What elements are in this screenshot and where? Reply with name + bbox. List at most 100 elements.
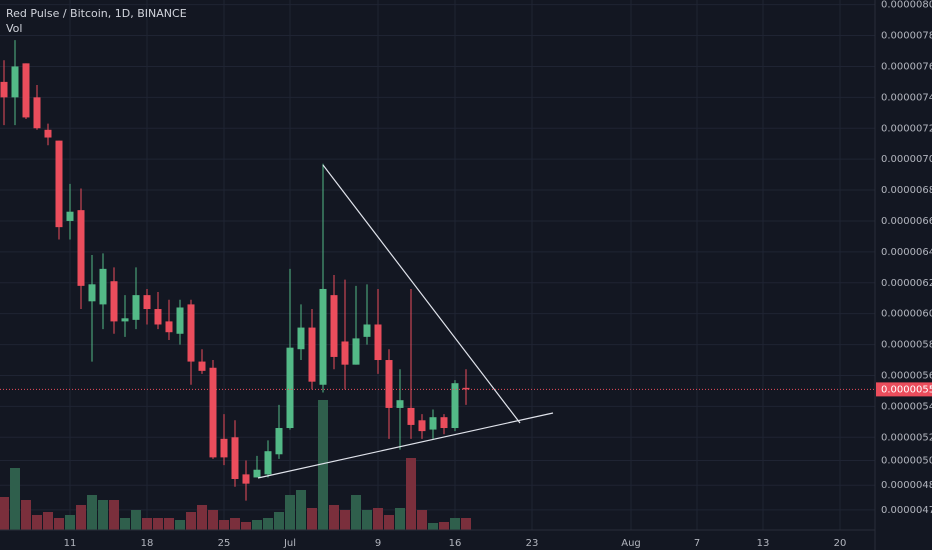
volume-bar	[263, 518, 273, 530]
candle-body	[264, 451, 272, 475]
trendline-support	[257, 412, 554, 479]
y-tick-label: 0.00000489	[881, 480, 932, 491]
volume-bar	[274, 512, 284, 530]
volume-bar	[32, 515, 42, 530]
volume-bar	[21, 500, 31, 530]
candle-body	[143, 295, 151, 310]
candle-body	[66, 211, 74, 221]
volume-bar	[296, 490, 306, 530]
symbol-title: Red Pulse / Bitcoin, 1D, BINANCE	[6, 7, 187, 20]
candle-body	[297, 327, 305, 350]
candles	[0, 40, 470, 501]
candle-body	[198, 361, 206, 371]
volume-bar	[0, 497, 9, 530]
candle-body	[220, 438, 228, 458]
candle-body	[253, 469, 261, 478]
volume-bar	[351, 495, 361, 530]
candle-body	[363, 324, 371, 337]
last-price-label: 0.00000551	[881, 384, 932, 395]
volume-pane	[0, 400, 471, 530]
volume-bar	[186, 512, 196, 530]
volume-bar	[43, 512, 53, 530]
volume-bar	[362, 510, 372, 530]
candle-body	[407, 407, 415, 425]
candle-body	[77, 210, 85, 286]
volume-bar	[65, 515, 75, 530]
candle-body	[22, 63, 30, 118]
volume-bar	[318, 400, 328, 530]
volume-bar	[109, 500, 119, 530]
volume-bar	[384, 515, 394, 530]
candle-body	[0, 81, 8, 98]
candle-body	[132, 295, 140, 320]
candle-body	[209, 367, 217, 458]
volume-bar	[417, 510, 427, 530]
volume-bar	[164, 518, 174, 530]
candle-body	[99, 268, 107, 305]
candle-body	[462, 387, 470, 390]
last-price-badge	[876, 382, 932, 397]
candle-body	[308, 327, 316, 382]
candle-body	[341, 341, 349, 365]
candle-body	[110, 281, 118, 322]
volume-bar	[340, 510, 350, 530]
candle-body	[154, 309, 162, 325]
volume-bar	[175, 520, 185, 530]
x-tick-label: 7	[694, 538, 700, 549]
candle-body	[165, 321, 173, 333]
x-tick-label: 9	[375, 538, 381, 549]
candle-body	[275, 428, 283, 455]
candle-body	[88, 284, 96, 302]
x-tick-label: 23	[526, 538, 539, 549]
candle-body	[451, 383, 459, 429]
volume-bar	[450, 518, 460, 530]
volume-bar	[329, 505, 339, 530]
volume-bar	[120, 518, 130, 530]
volume-bar	[428, 523, 438, 530]
x-tick-label: 18	[141, 538, 154, 549]
volume-bar	[252, 520, 262, 530]
volume-label: Vol	[6, 22, 22, 35]
candle-body	[319, 288, 327, 385]
trendline-resistance	[322, 164, 521, 424]
volume-bar	[406, 458, 416, 530]
candle-body	[330, 295, 338, 357]
candle-body	[352, 338, 360, 365]
volume-bar	[10, 468, 20, 530]
x-tick-label: Aug	[621, 538, 641, 549]
candle-body	[44, 129, 52, 138]
candle-body	[440, 417, 448, 429]
volume-bar	[131, 510, 141, 530]
grid	[0, 0, 875, 530]
volume-bar	[197, 505, 207, 530]
candle-body	[11, 66, 19, 98]
candle-body	[396, 400, 404, 408]
candle-body	[418, 420, 426, 432]
x-tick-label: 11	[64, 538, 77, 549]
candle-body	[121, 318, 129, 322]
volume-bar	[87, 495, 97, 530]
volume-bar	[373, 508, 383, 530]
volume-bar	[395, 508, 405, 530]
x-tick-label: Jul	[283, 538, 296, 549]
volume-bar	[142, 518, 152, 530]
x-tick-label: 20	[834, 538, 847, 549]
candle-body	[176, 307, 184, 334]
x-tick-label: 13	[757, 538, 770, 549]
candle-body	[385, 360, 393, 408]
